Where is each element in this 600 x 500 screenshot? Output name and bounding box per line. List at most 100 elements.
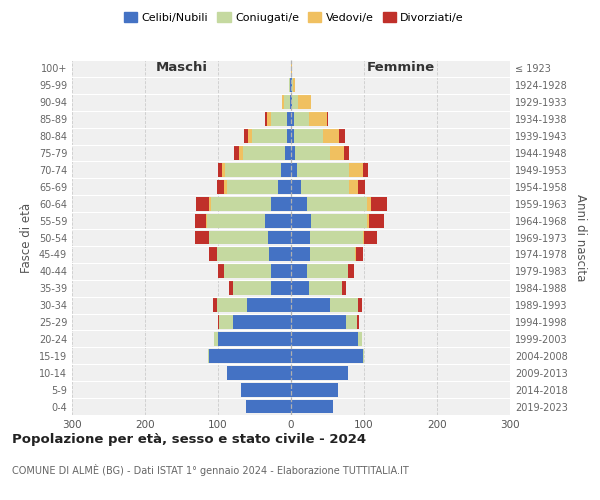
Legend: Celibi/Nubili, Coniugati/e, Vedovi/e, Divorziati/e: Celibi/Nubili, Coniugati/e, Vedovi/e, Di… [119,8,469,28]
Bar [291,230,310,244]
Bar [342,282,346,295]
Text: COMUNE DI ALMÈ (BG) - Dati ISTAT 1° gennaio 2024 - Elaborazione TUTTITALIA.IT: COMUNE DI ALMÈ (BG) - Dati ISTAT 1° genn… [12,464,409,476]
Bar [224,180,227,194]
Bar [209,248,217,262]
Bar [291,197,307,210]
Bar [214,332,218,346]
Bar [291,264,307,278]
Bar [362,163,368,177]
Bar [217,248,269,262]
Bar [323,129,339,143]
Bar [211,197,271,210]
Bar [329,146,344,160]
Bar [298,96,311,109]
Bar [294,129,323,143]
Bar [213,298,217,312]
Bar [310,230,362,244]
Bar [291,214,311,228]
Bar [367,214,369,228]
Bar [284,96,290,109]
Bar [291,62,292,76]
Bar [196,230,209,244]
Bar [364,230,377,244]
Bar [265,112,267,126]
Bar [291,315,346,329]
Bar [358,180,365,194]
Bar [327,112,328,126]
Bar [229,282,233,295]
Bar [291,282,308,295]
Bar [244,129,248,143]
Bar [308,112,327,126]
Bar [217,298,247,312]
Bar [356,248,363,262]
Bar [218,315,220,329]
Bar [371,197,388,210]
Bar [271,197,291,210]
Bar [233,282,271,295]
Bar [291,332,358,346]
Bar [358,332,362,346]
Bar [291,180,301,194]
Bar [291,349,362,363]
Bar [291,146,295,160]
Bar [285,146,291,160]
Bar [246,400,291,413]
Bar [271,282,291,295]
Bar [291,96,292,109]
Y-axis label: Anni di nascita: Anni di nascita [574,194,587,281]
Bar [287,129,291,143]
Bar [267,112,271,126]
Bar [292,78,293,92]
Bar [281,96,284,109]
Bar [355,248,356,262]
Bar [209,197,211,210]
Text: Maschi: Maschi [155,61,208,74]
Bar [207,214,265,228]
Bar [271,264,291,278]
Bar [291,112,294,126]
Bar [239,146,243,160]
Bar [367,197,371,210]
Bar [349,163,362,177]
Bar [265,214,291,228]
Bar [297,163,349,177]
Bar [307,264,348,278]
Bar [233,315,291,329]
Bar [308,282,342,295]
Bar [307,197,367,210]
Bar [290,78,291,92]
Bar [218,332,291,346]
Bar [206,214,207,228]
Bar [271,112,287,126]
Y-axis label: Fasce di età: Fasce di età [20,202,33,272]
Bar [289,78,290,92]
Bar [224,264,271,278]
Bar [311,214,367,228]
Bar [218,264,224,278]
Bar [221,163,226,177]
Bar [301,180,349,194]
Bar [268,230,291,244]
Bar [234,146,239,160]
Bar [196,197,209,210]
Bar [287,112,291,126]
Bar [220,315,233,329]
Bar [227,366,291,380]
Bar [358,315,359,329]
Bar [241,382,291,396]
Bar [269,248,291,262]
Bar [349,180,358,194]
Bar [253,129,287,143]
Bar [294,112,308,126]
Bar [369,214,384,228]
Bar [292,96,298,109]
Bar [209,230,268,244]
Bar [247,298,291,312]
Bar [348,264,354,278]
Bar [291,382,338,396]
Bar [290,96,291,109]
Bar [243,146,285,160]
Bar [291,129,294,143]
Bar [291,298,331,312]
